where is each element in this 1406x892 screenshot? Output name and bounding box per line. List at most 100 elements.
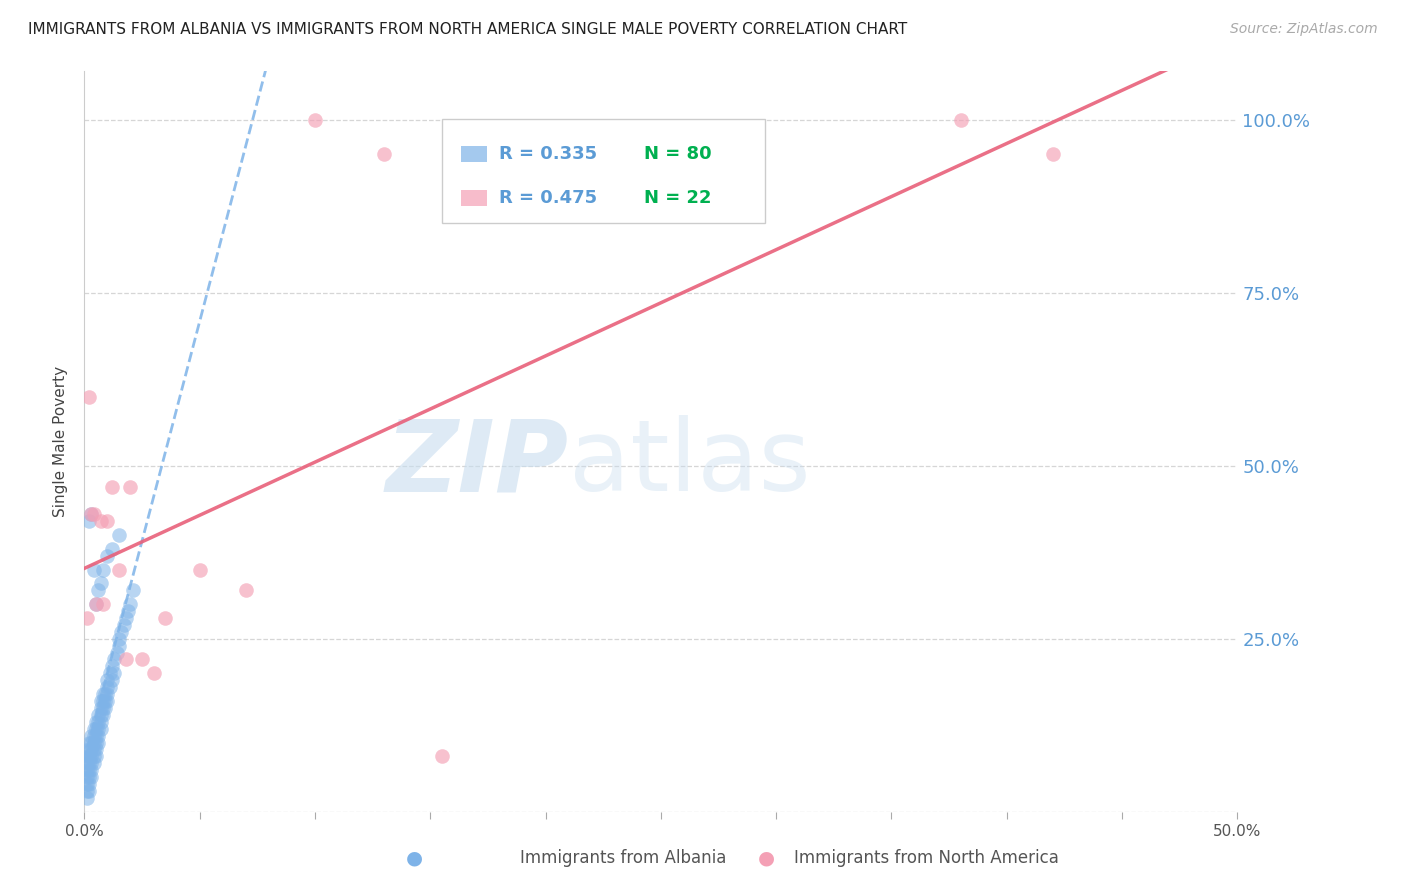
Point [430, 749, 453, 764]
Point [77, 777, 100, 791]
Point [87, 735, 110, 749]
FancyBboxPatch shape [461, 190, 486, 206]
Text: N = 80: N = 80 [644, 145, 711, 163]
Point [87, 583, 110, 598]
Point [91, 694, 114, 708]
Point [77, 756, 100, 771]
Point [80, 729, 103, 743]
Point [84, 729, 107, 743]
Point [77, 749, 100, 764]
Point [96, 549, 118, 563]
FancyBboxPatch shape [461, 145, 486, 162]
Point [83, 563, 105, 577]
Point [108, 632, 131, 646]
Point [80, 735, 103, 749]
Point [83, 722, 105, 736]
Point [77, 514, 100, 528]
Text: ●: ● [406, 848, 423, 867]
Point [76, 790, 98, 805]
Point [76, 749, 98, 764]
Point [108, 563, 131, 577]
Point [89, 701, 111, 715]
Point [77, 735, 100, 749]
Point [80, 749, 103, 764]
Point [108, 528, 131, 542]
Point [101, 659, 124, 673]
Point [89, 722, 111, 736]
Point [304, 112, 326, 127]
FancyBboxPatch shape [441, 120, 765, 223]
Point [120, 597, 142, 611]
Text: ZIP: ZIP [385, 416, 568, 512]
Point [89, 514, 111, 528]
Point [98, 666, 121, 681]
Point [1042, 147, 1064, 161]
Point [77, 763, 100, 777]
Point [84, 742, 107, 756]
Text: ●: ● [758, 848, 775, 867]
Point [80, 756, 103, 771]
Point [91, 687, 114, 701]
Point [76, 763, 98, 777]
Point [89, 576, 111, 591]
Point [84, 597, 107, 611]
Text: R = 0.335: R = 0.335 [499, 145, 598, 163]
Point [91, 597, 114, 611]
Point [83, 749, 105, 764]
Point [94, 687, 117, 701]
Point [115, 611, 138, 625]
Text: N = 22: N = 22 [644, 189, 711, 207]
Point [101, 673, 124, 688]
Point [87, 729, 110, 743]
Point [76, 611, 98, 625]
Point [76, 784, 98, 798]
Point [83, 729, 105, 743]
Point [91, 563, 114, 577]
Point [91, 701, 114, 715]
Point [84, 714, 107, 729]
Point [373, 147, 395, 161]
Point [87, 714, 110, 729]
Point [77, 742, 100, 756]
Point [96, 673, 118, 688]
Point [76, 770, 98, 784]
Point [101, 479, 124, 493]
Point [83, 735, 105, 749]
Point [77, 390, 100, 404]
Point [103, 652, 125, 666]
Text: Source: ZipAtlas.com: Source: ZipAtlas.com [1230, 22, 1378, 37]
Point [115, 652, 138, 666]
Point [83, 742, 105, 756]
Point [77, 784, 100, 798]
Point [96, 687, 118, 701]
Point [80, 507, 103, 521]
Point [121, 583, 143, 598]
Point [96, 680, 118, 694]
Point [80, 507, 103, 521]
Point [120, 479, 142, 493]
Point [80, 770, 103, 784]
Point [87, 707, 110, 722]
Point [87, 722, 110, 736]
Point [112, 618, 135, 632]
Text: IMMIGRANTS FROM ALBANIA VS IMMIGRANTS FROM NORTH AMERICA SINGLE MALE POVERTY COR: IMMIGRANTS FROM ALBANIA VS IMMIGRANTS FR… [28, 22, 907, 37]
Point [89, 707, 111, 722]
Point [188, 563, 211, 577]
Point [89, 714, 111, 729]
Point [110, 624, 132, 639]
Point [235, 583, 257, 598]
Point [101, 541, 124, 556]
Point [105, 646, 128, 660]
Point [131, 652, 153, 666]
Text: Immigrants from North America: Immigrants from North America [794, 849, 1059, 867]
Point [76, 756, 98, 771]
Point [77, 770, 100, 784]
Text: Immigrants from Albania: Immigrants from Albania [520, 849, 727, 867]
Point [91, 707, 114, 722]
Point [83, 756, 105, 771]
Point [949, 112, 972, 127]
Point [80, 742, 103, 756]
Point [83, 507, 105, 521]
Point [96, 514, 118, 528]
Point [94, 694, 117, 708]
